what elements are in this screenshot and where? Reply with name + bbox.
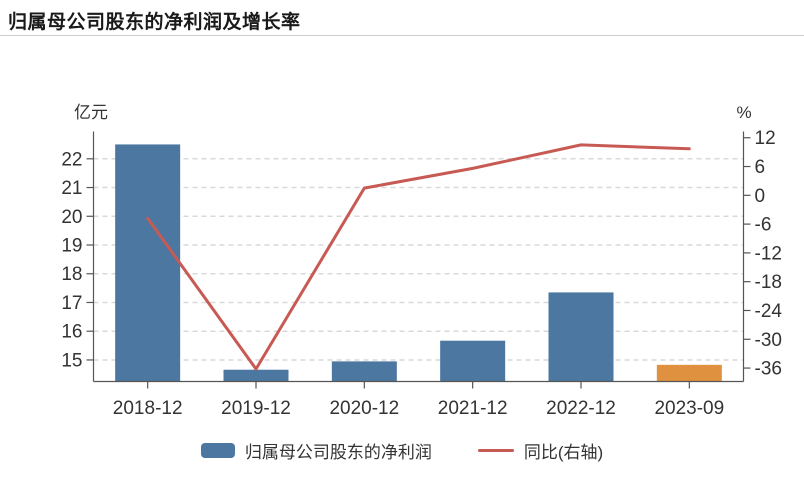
left-tick-label: 21 xyxy=(61,178,82,199)
line-swatch xyxy=(477,449,514,452)
right-tick-label: 12 xyxy=(755,128,776,149)
right-axis-unit: % xyxy=(736,103,751,122)
right-tick-label: -18 xyxy=(755,272,782,293)
title-divider xyxy=(0,35,804,36)
yoy-line[interactable] xyxy=(146,143,691,371)
gridlines xyxy=(93,158,744,361)
legend: 归属母公司股东的净利润 同比(右轴) xyxy=(0,438,804,463)
left-tick-label: 15 xyxy=(61,350,82,371)
x-tick-label: 2022-12 xyxy=(546,398,616,419)
right-axis: -36 -30 -24 -18 -12 -6 0 6 12% xyxy=(736,103,782,380)
legend-item-net-profit[interactable]: 归属母公司股东的净利润 xyxy=(200,438,432,463)
right-tick-label: -12 xyxy=(755,243,782,264)
bar-2018-12[interactable] xyxy=(115,144,181,382)
legend-label-yoy: 同比(右轴) xyxy=(523,443,604,462)
x-tick-label: 2021-12 xyxy=(438,398,508,419)
right-tick-label: 6 xyxy=(755,157,766,178)
page-title: 归属母公司股东的净利润及增长率 xyxy=(8,12,301,33)
x-tick-label: 2023-09 xyxy=(654,398,724,419)
left-axis: 15 16 17 18 19 20 21 22 亿元 xyxy=(61,103,108,371)
bar-2022-12[interactable] xyxy=(548,292,614,382)
bar-swatch xyxy=(200,443,235,458)
right-tick-label: -30 xyxy=(755,330,782,351)
x-tick-label: 2018-12 xyxy=(113,398,183,419)
axes xyxy=(92,131,745,383)
x-axis: 2018-12 2019-12 2020-12 2021-12 2022-12 2023-… xyxy=(113,381,724,419)
left-tick-label: 22 xyxy=(61,149,82,170)
right-tick-label: -36 xyxy=(755,359,782,380)
left-tick-label: 20 xyxy=(61,207,82,228)
x-tick-label: 2020-12 xyxy=(329,398,399,419)
bar-2023-09[interactable] xyxy=(656,364,722,382)
left-axis-unit: 亿元 xyxy=(74,103,108,122)
right-tick-label: -6 xyxy=(755,215,772,236)
bar-series xyxy=(115,144,722,382)
left-tick-label: 17 xyxy=(61,293,82,314)
left-tick-label: 16 xyxy=(61,322,82,343)
bar-2021-12[interactable] xyxy=(440,340,506,382)
bar-2020-12[interactable] xyxy=(331,361,397,382)
legend-item-yoy[interactable]: 同比(右轴) xyxy=(477,438,604,463)
legend-label-net-profit: 归属母公司股东的净利润 xyxy=(244,443,432,462)
x-tick-label: 2019-12 xyxy=(221,398,291,419)
left-tick-label: 19 xyxy=(61,236,82,257)
right-tick-label: -24 xyxy=(755,301,783,322)
right-tick-label: 0 xyxy=(755,186,766,207)
left-tick-label: 18 xyxy=(61,264,82,285)
bar-2019-12[interactable] xyxy=(223,369,289,382)
